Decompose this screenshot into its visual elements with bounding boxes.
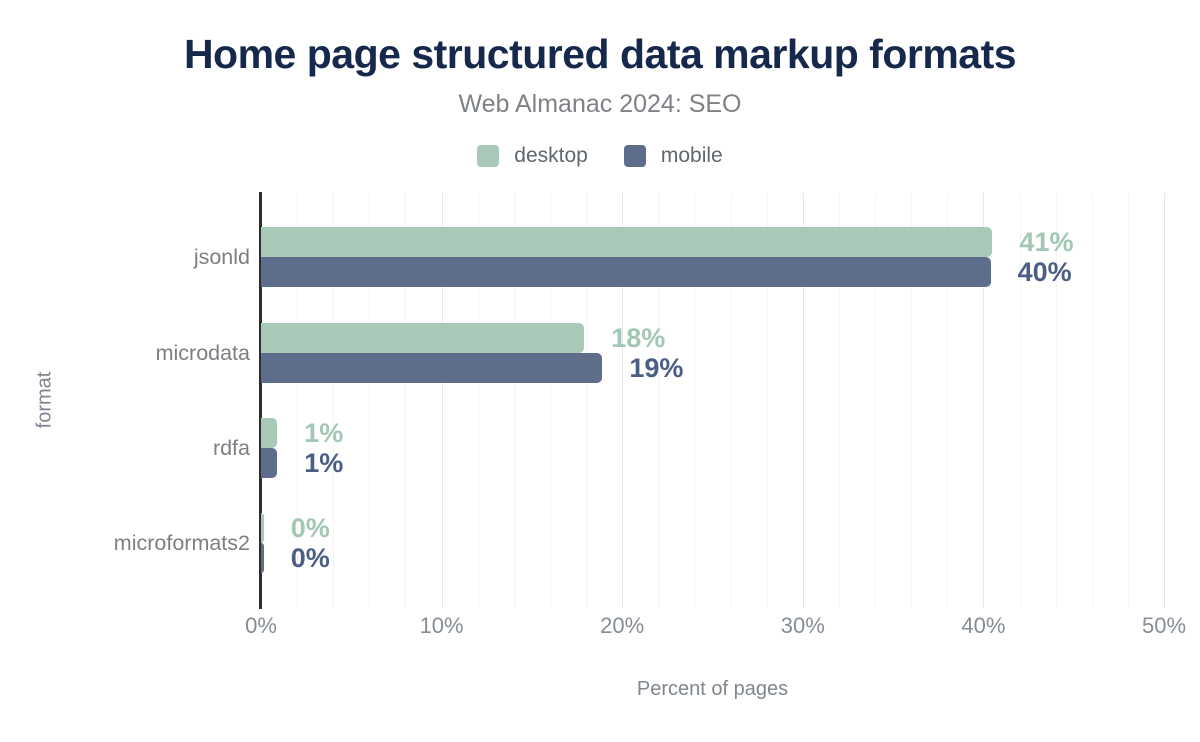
chart-title: Home page structured data markup formats <box>183 31 1017 77</box>
minor-gridline <box>405 193 407 608</box>
minor-gridline <box>1127 193 1129 608</box>
value-label-mobile-microformats2: 0% <box>290 543 330 573</box>
value-label-mobile-rdfa: 1% <box>304 448 344 478</box>
bar-mobile-jsonld <box>261 257 991 287</box>
y-axis-line <box>259 192 262 609</box>
x-tick-label-40: 40% <box>961 613 1006 638</box>
x-tick-label-30: 30% <box>780 613 825 638</box>
minor-gridline <box>730 193 732 608</box>
category-label-microformats2: microformats2 <box>113 531 250 555</box>
minor-gridline <box>297 193 299 608</box>
x-tick-label-10: 10% <box>419 613 464 638</box>
major-gridline <box>622 193 624 608</box>
minor-gridline <box>549 193 551 608</box>
y-axis-title: format <box>33 371 56 429</box>
bar-desktop-jsonld <box>261 227 993 257</box>
minor-gridline <box>947 193 949 608</box>
x-tick-label-0: 0% <box>245 613 277 638</box>
minor-gridline <box>875 193 877 608</box>
x-tick-label-20: 20% <box>600 613 645 638</box>
minor-gridline <box>369 193 371 608</box>
minor-gridline <box>658 193 660 608</box>
minor-gridline <box>838 193 840 608</box>
category-label-microdata: microdata <box>155 341 250 365</box>
category-label-jsonld: jsonld <box>193 245 250 269</box>
value-label-desktop-microformats2: 0% <box>290 513 330 543</box>
minor-gridline <box>1091 193 1093 608</box>
minor-gridline <box>477 193 479 608</box>
category-label-rdfa: rdfa <box>212 436 250 460</box>
major-gridline <box>441 193 443 608</box>
bar-desktop-rdfa <box>261 418 278 448</box>
value-label-desktop-rdfa: 1% <box>304 418 344 448</box>
value-label-desktop-microdata: 18% <box>611 323 666 353</box>
legend-swatch-mobile <box>623 145 646 167</box>
legend-item-mobile: mobile <box>623 144 723 168</box>
minor-gridline <box>333 193 335 608</box>
bar-mobile-rdfa <box>261 448 278 478</box>
minor-gridline <box>586 193 588 608</box>
legend-swatch-desktop <box>477 145 500 167</box>
major-gridline <box>802 193 804 608</box>
minor-gridline <box>1055 193 1057 608</box>
legend-label-desktop: desktop <box>514 144 588 167</box>
minor-gridline <box>1019 193 1021 608</box>
minor-gridline <box>911 193 913 608</box>
value-label-mobile-jsonld: 40% <box>1017 257 1072 287</box>
legend-item-desktop: desktop <box>477 144 588 168</box>
major-gridline <box>1164 193 1165 608</box>
bar-mobile-microdata <box>261 353 603 383</box>
bar-desktop-microdata <box>261 323 585 353</box>
x-tick-label-50: 50% <box>1141 613 1187 638</box>
major-gridline <box>983 193 985 608</box>
bar-mobile-microformats2 <box>261 543 264 573</box>
minor-gridline <box>513 193 515 608</box>
legend-label-mobile: mobile <box>660 144 723 167</box>
minor-gridline <box>694 193 696 608</box>
x-axis-title: Percent of pages <box>636 678 789 700</box>
chart-subtitle: Web Almanac 2024: SEO <box>458 90 742 118</box>
value-label-desktop-jsonld: 41% <box>1019 227 1074 257</box>
plot-area: jsonld 41% 40% microdata 18% 19% rdfa 1% 1% micro… <box>114 192 1165 609</box>
bar-desktop-microformats2 <box>261 513 264 543</box>
value-label-mobile-microdata: 19% <box>629 353 684 383</box>
minor-gridline <box>766 193 768 608</box>
legend: desktop mobile <box>0 143 1200 169</box>
